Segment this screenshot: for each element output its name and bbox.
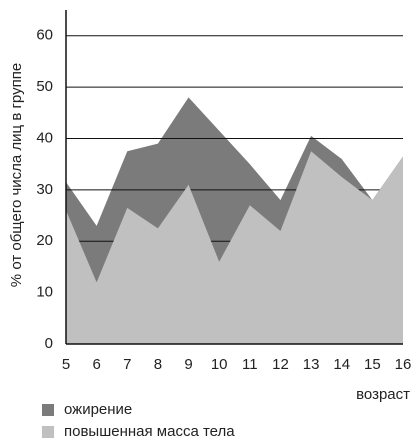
x-tick-label: 8 <box>154 356 162 373</box>
x-tick-label: 14 <box>333 356 350 373</box>
x-tick-label: 15 <box>364 356 381 373</box>
area <box>66 151 403 344</box>
x-tick-label: 11 <box>242 356 258 373</box>
x-tick-label: 16 <box>395 356 412 373</box>
legend-swatch <box>42 426 54 438</box>
legend-label: повышенная масса тела <box>64 423 235 440</box>
x-tick-label: 7 <box>123 356 131 373</box>
y-tick-label: 10 <box>36 284 53 301</box>
y-tick-label: 60 <box>36 27 53 44</box>
legend-swatch <box>42 404 54 416</box>
y-tick-label: 0 <box>45 335 53 352</box>
legend-label: ожирение <box>64 401 132 418</box>
y-tick-label: 20 <box>36 232 53 249</box>
y-axis-label: % от общего числа лиц в группе <box>8 63 25 287</box>
x-tick-label: 9 <box>184 356 192 373</box>
x-tick-label: 12 <box>272 356 289 373</box>
x-tick-label: 6 <box>92 356 100 373</box>
x-axis-label: возраст <box>356 386 410 403</box>
x-tick-label: 5 <box>62 356 70 373</box>
x-tick-label: 10 <box>211 356 228 373</box>
y-tick-label: 30 <box>36 181 53 198</box>
x-tick-label: 13 <box>303 356 320 373</box>
y-tick-label: 50 <box>36 78 53 95</box>
y-tick-label: 40 <box>36 129 53 146</box>
